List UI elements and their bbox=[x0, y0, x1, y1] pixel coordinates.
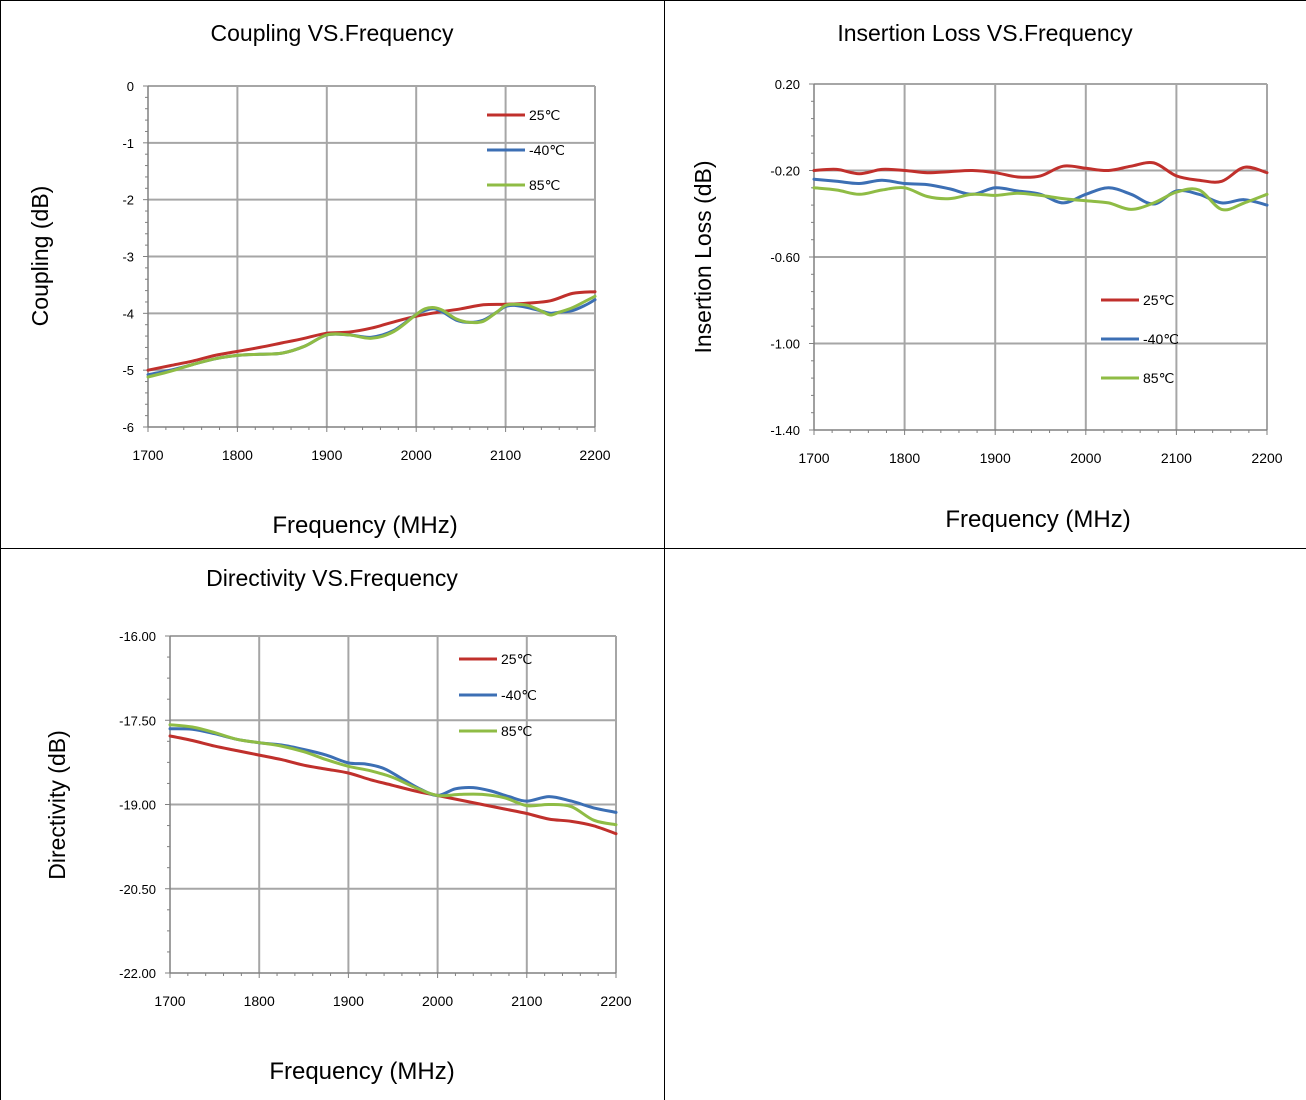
y-tick-label: -5 bbox=[122, 363, 134, 378]
legend-label: 85℃ bbox=[1143, 370, 1174, 386]
legend-label: 85℃ bbox=[501, 723, 532, 739]
y-tick-label: -1.00 bbox=[770, 337, 800, 352]
x-tick-label: 1700 bbox=[798, 450, 829, 466]
legend-label: -40℃ bbox=[501, 687, 537, 703]
x-tick-label: 2100 bbox=[490, 447, 521, 463]
y-tick-label: 0 bbox=[127, 79, 134, 94]
y-tick-label: -22.00 bbox=[119, 966, 156, 981]
legend-label: 25℃ bbox=[1143, 292, 1174, 308]
series-line bbox=[168, 727, 618, 814]
series-line bbox=[146, 294, 597, 379]
x-tick-label: 1900 bbox=[333, 993, 364, 1009]
y-tick-label: -19.00 bbox=[119, 798, 156, 813]
chart-title: Directivity VS.Frequency bbox=[206, 565, 458, 591]
series-line bbox=[812, 161, 1269, 184]
x-tick-label: 2000 bbox=[401, 447, 432, 463]
y-axis-label: Coupling (dB) bbox=[27, 186, 53, 327]
x-axis-label: Frequency (MHz) bbox=[945, 506, 1131, 533]
x-tick-label: 2200 bbox=[1251, 450, 1282, 466]
chart-cell-coupling bbox=[0, 0, 664, 548]
x-tick-label: 1700 bbox=[132, 447, 163, 463]
x-axis-label: Frequency (MHz) bbox=[272, 512, 458, 539]
legend-label: 85℃ bbox=[529, 177, 560, 193]
chart-cell-directivity bbox=[0, 548, 664, 1100]
series-line bbox=[812, 177, 1269, 207]
y-tick-label: -1.40 bbox=[770, 423, 800, 438]
x-tick-label: 1700 bbox=[154, 993, 185, 1009]
x-tick-label: 2000 bbox=[422, 993, 453, 1009]
y-tick-label: -4 bbox=[122, 306, 134, 321]
y-tick-label: -0.20 bbox=[770, 164, 800, 179]
y-tick-label: 0.20 bbox=[775, 77, 800, 92]
y-tick-label: -1 bbox=[122, 136, 134, 151]
y-tick-label: -20.50 bbox=[119, 882, 156, 897]
y-tick-label: -0.60 bbox=[770, 250, 800, 265]
empty-cell bbox=[664, 548, 1306, 1100]
x-tick-label: 1900 bbox=[311, 447, 342, 463]
y-tick-label: -3 bbox=[122, 250, 134, 265]
chart-title: Insertion Loss VS.Frequency bbox=[837, 20, 1133, 46]
y-axis-label: Directivity (dB) bbox=[44, 730, 70, 880]
legend-label: -40℃ bbox=[1143, 331, 1179, 347]
legend-label: -40℃ bbox=[529, 142, 565, 158]
y-tick-label: -16.00 bbox=[119, 629, 156, 644]
y-tick-label: -2 bbox=[122, 193, 134, 208]
x-axis-label: Frequency (MHz) bbox=[269, 1058, 455, 1085]
y-axis-label: Insertion Loss (dB) bbox=[690, 160, 716, 353]
x-tick-label: 2000 bbox=[1070, 450, 1101, 466]
x-tick-label: 1900 bbox=[980, 450, 1011, 466]
chart-cell-insertion-loss bbox=[664, 0, 1306, 548]
x-tick-label: 2100 bbox=[1161, 450, 1192, 466]
x-tick-label: 1800 bbox=[889, 450, 920, 466]
x-tick-label: 2200 bbox=[579, 447, 610, 463]
x-tick-label: 2100 bbox=[511, 993, 542, 1009]
y-tick-label: -17.50 bbox=[119, 713, 156, 728]
y-tick-label: -6 bbox=[122, 420, 134, 435]
x-tick-label: 1800 bbox=[222, 447, 253, 463]
series-line bbox=[168, 723, 618, 827]
legend-label: 25℃ bbox=[501, 651, 532, 667]
x-tick-label: 1800 bbox=[244, 993, 275, 1009]
series-line bbox=[812, 186, 1269, 212]
chart-title: Coupling VS.Frequency bbox=[210, 20, 454, 46]
x-tick-label: 2200 bbox=[600, 993, 631, 1009]
legend-label: 25℃ bbox=[529, 107, 560, 123]
series-line bbox=[168, 734, 618, 836]
